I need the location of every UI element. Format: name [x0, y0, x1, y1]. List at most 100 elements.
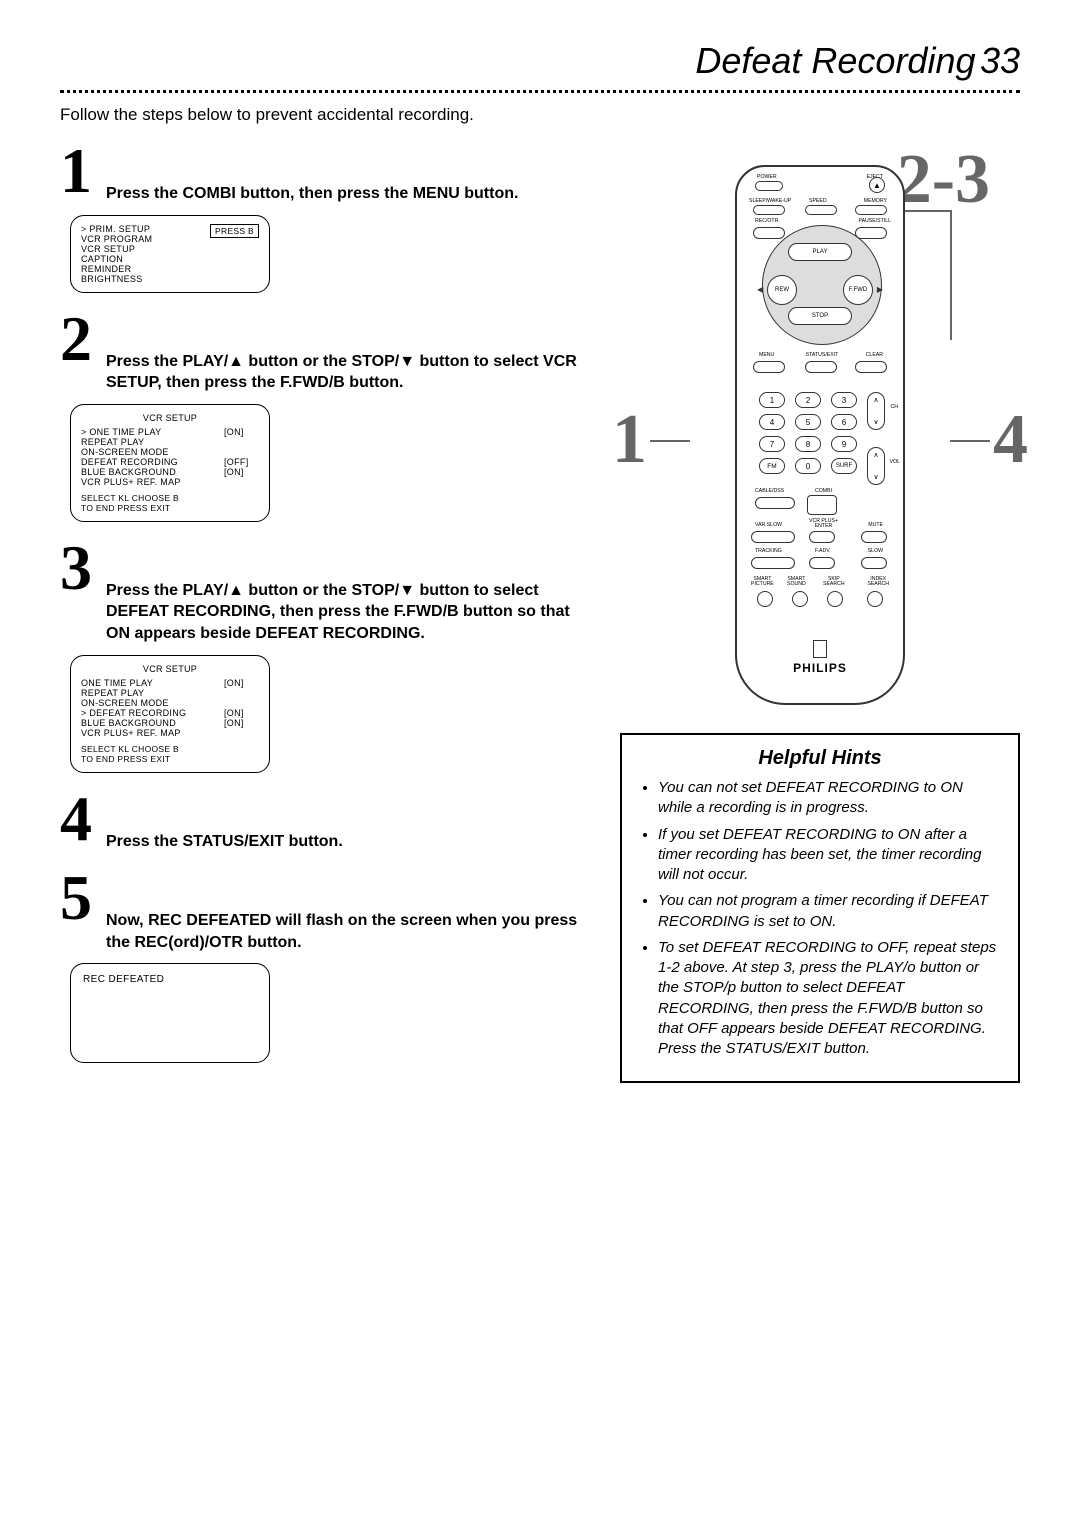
pause-button: [855, 227, 887, 239]
clear-button: [855, 361, 887, 373]
index-search-label: INDEX SEARCH: [867, 577, 889, 587]
osd-line: VCR SETUP: [81, 244, 259, 254]
smart-picture-button: [757, 591, 773, 607]
step-5: 5 Now, REC DEFEATED will flash on the sc…: [60, 872, 580, 1063]
right-arrow-icon: ▶: [877, 285, 883, 294]
num-key-8: 8: [795, 436, 821, 452]
hints-title: Helpful Hints: [640, 747, 1000, 770]
index-search-button: [867, 591, 883, 607]
osd-line: CAPTION: [81, 254, 259, 264]
num-key-2: 2: [795, 392, 821, 408]
pause-label: PAUSE/STILL: [859, 219, 891, 224]
memory-button: [855, 205, 887, 215]
osd-footer: TO END PRESS EXIT: [81, 503, 259, 513]
page-number: 33: [980, 40, 1020, 81]
step-instruction: Now, REC DEFEATED will flash on the scre…: [60, 882, 580, 953]
step-1: 1 Press the COMBI button, then press the…: [60, 145, 580, 293]
rec-defeated-label: REC DEFEATED: [83, 974, 164, 985]
stop-button: STOP: [788, 307, 852, 325]
num-key-1: 1: [759, 392, 785, 408]
hint-item: You can not set DEFEAT RECORDING to ON w…: [658, 778, 1000, 819]
rec-defeated-screen: REC DEFEATED: [70, 963, 270, 1063]
osd-item: ON-SCREEN MODE: [81, 447, 224, 457]
osd-item: BLUE BACKGROUND: [81, 467, 224, 477]
slow-button: [861, 557, 887, 569]
osd-screen-3: VCR SETUP ONE TIME PLAY[ON] REPEAT PLAY …: [70, 655, 270, 773]
menu-button: [753, 361, 785, 373]
hint-item: You can not program a timer recording if…: [658, 891, 1000, 932]
osd-value: [224, 437, 259, 447]
skip-search-button: [827, 591, 843, 607]
mute-label: MUTE: [868, 523, 883, 528]
hints-list: You can not set DEFEAT RECORDING to ON w…: [640, 778, 1000, 1059]
brand-label: PHILIPS: [737, 661, 903, 675]
step-instruction: Press the PLAY/▲ button or the STOP/▼ bu…: [60, 323, 580, 394]
step-number: 1: [60, 139, 92, 203]
callout-line: [950, 440, 990, 442]
callout-line: [902, 210, 952, 212]
cable-label: CABLE/DSS: [755, 489, 784, 494]
osd-title: VCR SETUP: [81, 413, 259, 423]
number-pad: 1 2 3 4 5 6 7 8 9 FM 0 SURF: [759, 392, 859, 474]
eject-button: ▲: [869, 177, 885, 193]
philips-shield-icon: [813, 640, 827, 658]
status-exit-button: [805, 361, 837, 373]
osd-item: REPEAT PLAY: [81, 437, 224, 447]
smart-picture-label: SMART PICTURE: [751, 577, 774, 587]
vcrplus-label: VCR PLUS+ ENTER: [809, 519, 838, 529]
num-key-6: 6: [831, 414, 857, 430]
step-number: 4: [60, 787, 92, 851]
osd-item: > DEFEAT RECORDING: [81, 708, 224, 718]
memory-label: MEMORY: [864, 199, 887, 204]
tracking-label: TRACKING: [755, 549, 782, 554]
osd-screen-2: VCR SETUP > ONE TIME PLAY [ON] REPEAT PLA…: [70, 404, 270, 522]
varslow-label: VAR.SLOW: [755, 523, 782, 528]
osd-value: [ON]: [224, 678, 259, 688]
ch-label: CH: [891, 405, 899, 410]
speed-button: [805, 205, 837, 215]
num-key-5: 5: [795, 414, 821, 430]
cable-button: [755, 497, 795, 509]
osd-footer: SELECT KL CHOOSE B: [81, 744, 259, 754]
fadv-label: F.ADV: [815, 549, 830, 554]
osd-value: [224, 688, 259, 698]
smart-sound-label: SMART SOUND: [787, 577, 806, 587]
vol-label: VOL: [890, 460, 900, 465]
power-label: POWER: [757, 175, 777, 180]
page-title: Defeat Recording: [695, 40, 975, 81]
menu-label: MENU: [759, 353, 774, 358]
steps-column: 1 Press the COMBI button, then press the…: [60, 145, 580, 1083]
osd-footer: TO END PRESS EXIT: [81, 754, 259, 764]
osd-item: VCR PLUS+ REF. MAP: [81, 477, 224, 487]
slow-label: SLOW: [868, 549, 883, 554]
step-number: 2: [60, 307, 92, 371]
step-number: 3: [60, 536, 92, 600]
clear-label: CLEAR: [866, 353, 883, 358]
ch-rocker: ∧∨: [867, 392, 885, 430]
play-button: PLAY: [788, 243, 852, 261]
num-key-surf: SURF: [831, 458, 857, 474]
osd-value: [ON]: [224, 467, 259, 477]
osd-value: [224, 728, 259, 738]
left-arrow-icon: ◀: [757, 285, 763, 294]
osd-item: > ONE TIME PLAY: [81, 427, 224, 437]
smart-sound-button: [792, 591, 808, 607]
osd-item: ONE TIME PLAY: [81, 678, 224, 688]
skip-search-label: SKIP SEARCH: [823, 577, 845, 587]
press-b-indicator: PRESS B: [210, 224, 259, 238]
callout-line: [950, 210, 952, 340]
osd-value: [ON]: [224, 708, 259, 718]
speed-label: SPEED: [809, 199, 827, 204]
rec-label: REC/OTR: [755, 219, 778, 224]
varslow-button: [751, 531, 795, 543]
num-key-9: 9: [831, 436, 857, 452]
osd-value: [224, 698, 259, 708]
combi-label: COMBI: [815, 489, 832, 494]
step-instruction: Press the STATUS/EXIT button.: [60, 803, 580, 853]
sleep-button: [753, 205, 785, 215]
vcrplus-button: [809, 531, 835, 543]
hint-item: If you set DEFEAT RECORDING to ON after …: [658, 825, 1000, 886]
osd-item: REPEAT PLAY: [81, 688, 224, 698]
step-instruction: Press the PLAY/▲ button or the STOP/▼ bu…: [60, 552, 580, 645]
osd-title: VCR SETUP: [81, 664, 259, 674]
